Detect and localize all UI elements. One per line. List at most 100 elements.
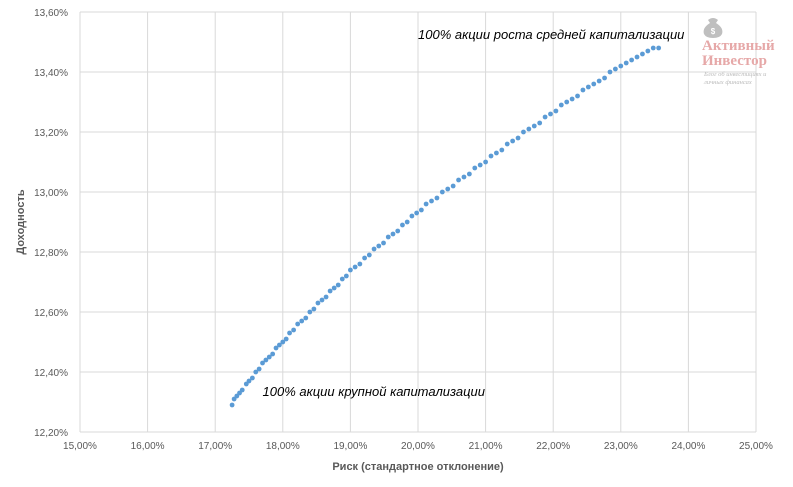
data-point [466, 171, 472, 177]
y-tick-label: 12,40% [34, 368, 68, 379]
y-tick-label: 12,60% [34, 308, 68, 319]
data-point [531, 123, 537, 129]
data-point [266, 354, 272, 360]
x-tick-label: 17,00% [198, 441, 232, 452]
data-point [339, 276, 345, 282]
data-point [537, 120, 543, 126]
x-tick-label: 15,00% [63, 441, 97, 452]
y-tick-label: 12,20% [34, 428, 68, 439]
data-point [343, 273, 349, 279]
x-tick-label: 25,00% [739, 441, 773, 452]
data-point [456, 177, 461, 183]
logo-subtitle-line2: личных финансах [703, 79, 752, 86]
data-point [504, 141, 510, 147]
data-point [395, 228, 401, 234]
data-point [418, 207, 424, 213]
data-point [607, 69, 613, 75]
data-point [510, 138, 516, 144]
y-tick-label: 12,80% [34, 248, 68, 259]
data-point [371, 246, 377, 252]
data-point [450, 183, 456, 189]
data-point [650, 45, 656, 51]
data-point [585, 84, 591, 90]
data-point [445, 186, 451, 192]
data-point [521, 129, 526, 135]
data-point [634, 54, 640, 60]
data-point [311, 306, 317, 312]
y-tick-label: 13,40% [34, 68, 68, 79]
data-point [645, 48, 651, 54]
data-point [612, 66, 618, 72]
data-point [461, 174, 467, 180]
y-tick-label: 13,20% [34, 128, 68, 139]
data-point [299, 318, 305, 324]
logo-title-line2: Инвестор [702, 53, 767, 69]
data-point [390, 231, 396, 237]
data-point [280, 339, 286, 345]
x-tick-label: 24,00% [671, 441, 705, 452]
data-point [429, 198, 434, 204]
data-point [295, 321, 301, 327]
data-point [591, 81, 597, 87]
data-point [331, 285, 337, 291]
logo-subtitle-line1: Блог об инвестициях и [703, 71, 767, 78]
data-point [348, 267, 353, 273]
x-tick-labels: 15,00% 16,00% 17,00% 18,00% 19,00% 20,00% 21,0… [63, 441, 773, 452]
annotation-bottom: 100% акции крупной капитализации [263, 384, 486, 399]
x-tick-label: 21,00% [469, 441, 503, 452]
data-point [515, 135, 521, 141]
data-point [270, 351, 276, 357]
data-point [439, 189, 445, 195]
logo-title-line1: Активный [702, 38, 775, 54]
data-point [287, 330, 292, 336]
data-point [239, 387, 245, 393]
data-point [596, 78, 602, 84]
data-point [569, 96, 575, 102]
data-point [260, 360, 265, 366]
data-point [414, 210, 420, 216]
data-point [400, 222, 405, 228]
x-tick-label: 22,00% [536, 441, 570, 452]
data-point [263, 357, 269, 363]
data-point [602, 75, 607, 81]
data-point [376, 243, 382, 249]
data-point [472, 165, 478, 171]
brand-logo: $ Активный Инвестор Блог об инвестициях … [702, 18, 775, 86]
data-point [477, 162, 483, 168]
data-point [283, 336, 289, 342]
data-point [307, 309, 313, 315]
data-point [229, 402, 235, 408]
data-point [494, 150, 499, 156]
data-point [483, 159, 488, 165]
x-axis-title: Риск (стандартное отклонение) [332, 461, 504, 473]
data-point [629, 57, 635, 63]
data-point [548, 111, 553, 117]
data-point [335, 282, 341, 288]
data-point [385, 234, 391, 240]
data-point [575, 93, 580, 99]
data-point [253, 369, 259, 375]
data-point [362, 255, 367, 261]
y-tick-labels: 12,20% 12,40% 12,60% 12,80% 13,00% 13,20% 13,4… [34, 8, 68, 439]
data-point [303, 315, 309, 321]
data-point [434, 195, 440, 201]
y-tick-label: 13,60% [34, 8, 68, 19]
x-tick-label: 19,00% [333, 441, 367, 452]
data-point [366, 252, 372, 258]
data-point [542, 114, 548, 120]
data-point [526, 126, 532, 132]
data-point [249, 375, 255, 381]
grid-lines [79, 11, 757, 433]
data-point [623, 60, 629, 66]
data-point [553, 108, 559, 114]
data-points [229, 45, 662, 408]
data-point [499, 147, 505, 153]
data-point [327, 288, 333, 294]
svg-text:$: $ [711, 27, 716, 36]
data-point [640, 51, 645, 57]
data-point [315, 300, 321, 306]
y-tick-label: 13,00% [34, 188, 68, 199]
data-point [404, 219, 410, 225]
data-point [580, 87, 586, 93]
